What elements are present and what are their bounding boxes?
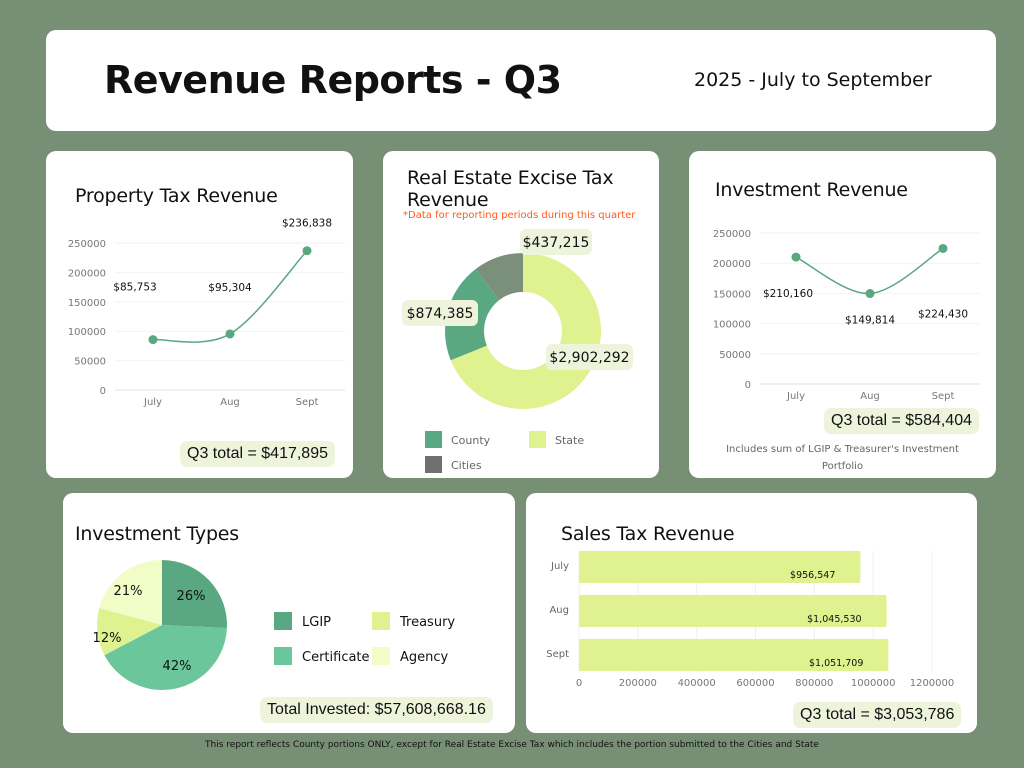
property-tax-total: Q3 total = $417,895: [180, 441, 335, 467]
header-card: Revenue Reports - Q3 2025 - July to Sept…: [46, 30, 996, 131]
investment-revenue-footnote: Includes sum of LGIP & Treasurer's Inves…: [726, 444, 959, 472]
footer-note: This report reflects County portions ONL…: [205, 740, 819, 750]
reet-note: *Data for reporting periods during this …: [403, 210, 636, 221]
reet-card: Real Estate Excise Tax Revenue *Data for…: [383, 151, 659, 478]
investment-types-total: Total Invested: $57,608,668.16: [260, 697, 493, 723]
investment-types-title: Investment Types: [75, 523, 239, 545]
investment-revenue-total: Q3 total = $584,404: [824, 408, 979, 434]
sales-tax-title: Sales Tax Revenue: [561, 523, 735, 545]
page-title: Revenue Reports - Q3: [104, 58, 562, 102]
sales-tax-total: Q3 total = $3,053,786: [793, 702, 962, 728]
page-subtitle: 2025 - July to September: [694, 69, 932, 91]
sales-tax-card: Sales Tax Revenue Q3 total = $3,053,786: [526, 493, 977, 733]
property-tax-title: Property Tax Revenue: [75, 185, 278, 207]
investment-revenue-card: Investment Revenue Q3 total = $584,404 I…: [689, 151, 996, 478]
investment-revenue-title: Investment Revenue: [715, 179, 908, 201]
property-tax-card: Property Tax Revenue Q3 total = $417,895: [46, 151, 353, 478]
reet-title: Real Estate Excise Tax Revenue: [407, 167, 614, 211]
investment-types-card: Investment Types Total Invested: $57,608…: [63, 493, 515, 733]
